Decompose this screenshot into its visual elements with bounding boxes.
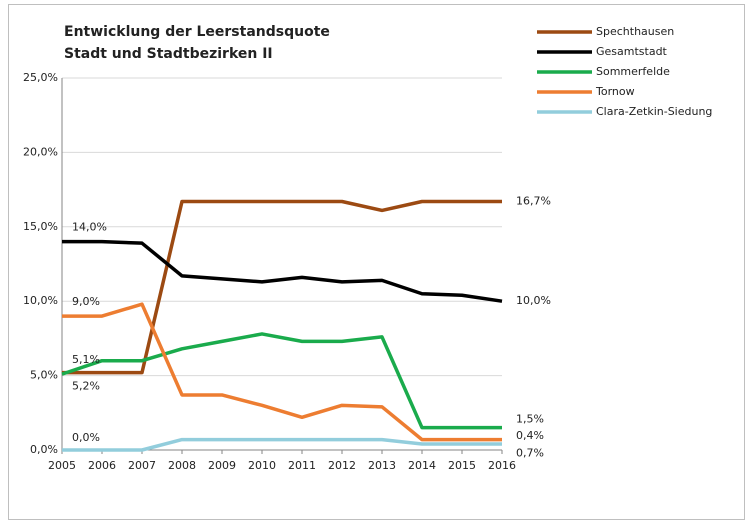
chart-border [8, 4, 745, 520]
y-tick-label: 20,0% [23, 145, 58, 158]
data-label: 5,2% [72, 380, 100, 393]
legend-label: Spechthausen [596, 25, 674, 38]
data-label: 0,0% [72, 431, 100, 444]
data-label: 1,5% [516, 413, 544, 426]
data-label: 9,0% [72, 295, 100, 308]
series-line [62, 199, 502, 375]
legend-label: Tornow [595, 85, 635, 98]
x-tick-label: 2007 [128, 459, 156, 472]
x-tick-label: 2010 [248, 459, 276, 472]
x-tick-label: 2014 [408, 459, 436, 472]
y-tick-label: 15,0% [23, 220, 58, 233]
legend-label: Sommerfelde [596, 65, 670, 78]
x-tick-label: 2011 [288, 459, 316, 472]
x-tick-label: 2009 [208, 459, 236, 472]
x-tick-label: 2016 [488, 459, 516, 472]
series-line [61, 332, 502, 430]
data-label: 10,0% [516, 294, 551, 307]
y-tick-label: 5,0% [30, 369, 58, 382]
x-tick-label: 2006 [88, 459, 116, 472]
data-label: 16,7% [516, 195, 551, 208]
series-line [62, 239, 503, 303]
data-label: 14,0% [72, 221, 107, 234]
y-tick-label: 25,0% [23, 71, 58, 84]
series-line [62, 302, 502, 442]
x-tick-label: 2005 [48, 459, 76, 472]
x-tick-label: 2015 [448, 459, 476, 472]
data-label: 0,7% [516, 447, 544, 460]
x-tick-label: 2013 [368, 459, 396, 472]
series-line [62, 437, 502, 452]
legend-label: Gesamtstadt [596, 45, 668, 58]
y-tick-label: 0,0% [30, 443, 58, 456]
y-tick-label: 10,0% [23, 294, 58, 307]
chart-title: Entwicklung der Leerstandsquote [64, 24, 330, 40]
data-label: 5,1% [72, 353, 100, 366]
chart-subtitle: Stadt und Stadtbezirken II [64, 46, 273, 62]
legend-label: Clara-Zetkin-Siedung [596, 105, 712, 118]
x-tick-label: 2008 [168, 459, 196, 472]
x-tick-label: 2012 [328, 459, 356, 472]
data-label: 0,4% [516, 429, 544, 442]
